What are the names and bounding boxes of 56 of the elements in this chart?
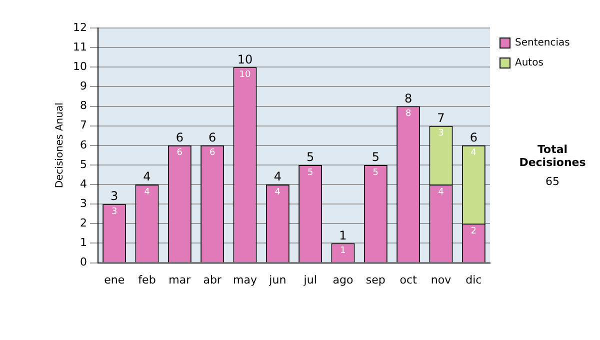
y-tick-label: 5 (80, 158, 87, 171)
data-label: 5 (307, 168, 314, 178)
text: 65 (544, 175, 560, 188)
y-tick-label: 12 (72, 20, 87, 34)
y-tick-label: 11 (72, 40, 87, 54)
total-label: 10 (237, 52, 253, 66)
y-tick-label: 2 (80, 216, 87, 230)
y-axis-title: Decisiones Anual (54, 102, 66, 188)
x-tick-label: ago (332, 273, 354, 286)
data-label: 2 (470, 226, 477, 237)
y-tick-label: 3 (80, 196, 87, 210)
total-label: 5 (372, 150, 380, 164)
x-tick-label: feb (138, 273, 156, 286)
data-label: 5 (372, 168, 379, 178)
data-label: 1 (340, 246, 346, 256)
x-tick-label: dic (466, 273, 482, 286)
x-tick-label: jul (302, 273, 317, 286)
legend-label: Autos (515, 58, 544, 69)
total-label: 7 (437, 110, 445, 125)
total-label: 4 (274, 170, 282, 184)
y-tick-label: 9 (80, 80, 87, 93)
x-tick-label: may (233, 273, 258, 286)
data-label: 6 (209, 148, 216, 158)
y-tick-label: 10 (72, 60, 87, 73)
total-label: 6 (176, 130, 184, 145)
y-tick-label: 0 (80, 256, 87, 269)
data-label: 4 (274, 187, 281, 198)
x-tick-label: mar (168, 273, 192, 286)
data-label: 8 (405, 109, 412, 120)
data-label: 3 (438, 128, 444, 139)
y-tick-label: 4 (80, 177, 87, 190)
text: Total Decisiones (518, 143, 587, 169)
x-tick-label: nov (430, 273, 452, 286)
total-label: 4 (143, 170, 151, 184)
x-tick-label: abr (203, 273, 222, 286)
x-tick-label: oct (400, 273, 418, 286)
y-tick-label: 1 (80, 236, 87, 250)
y-tick-label: 8 (80, 99, 87, 112)
total-label: 3 (110, 189, 118, 204)
data-label: 4 (144, 187, 150, 198)
total-label: 6 (208, 130, 216, 145)
data-label: 10 (239, 70, 251, 80)
data-label: 4 (470, 148, 477, 158)
data-label: 6 (176, 148, 183, 158)
x-tick-label: ene (104, 273, 125, 286)
data-label: 4 (438, 187, 444, 198)
y-tick-label: 6 (80, 138, 87, 152)
total-label: 6 (470, 130, 478, 145)
data-label: 3 (111, 206, 118, 217)
total-label: 1 (339, 228, 347, 242)
total-label: 8 (404, 91, 412, 106)
y-tick-label: 7 (80, 118, 87, 132)
x-tick-label: jun (268, 273, 286, 286)
legend-label: Sentencias (515, 38, 570, 49)
total-label: 5 (306, 150, 314, 164)
x-tick-label: sep (366, 273, 386, 286)
